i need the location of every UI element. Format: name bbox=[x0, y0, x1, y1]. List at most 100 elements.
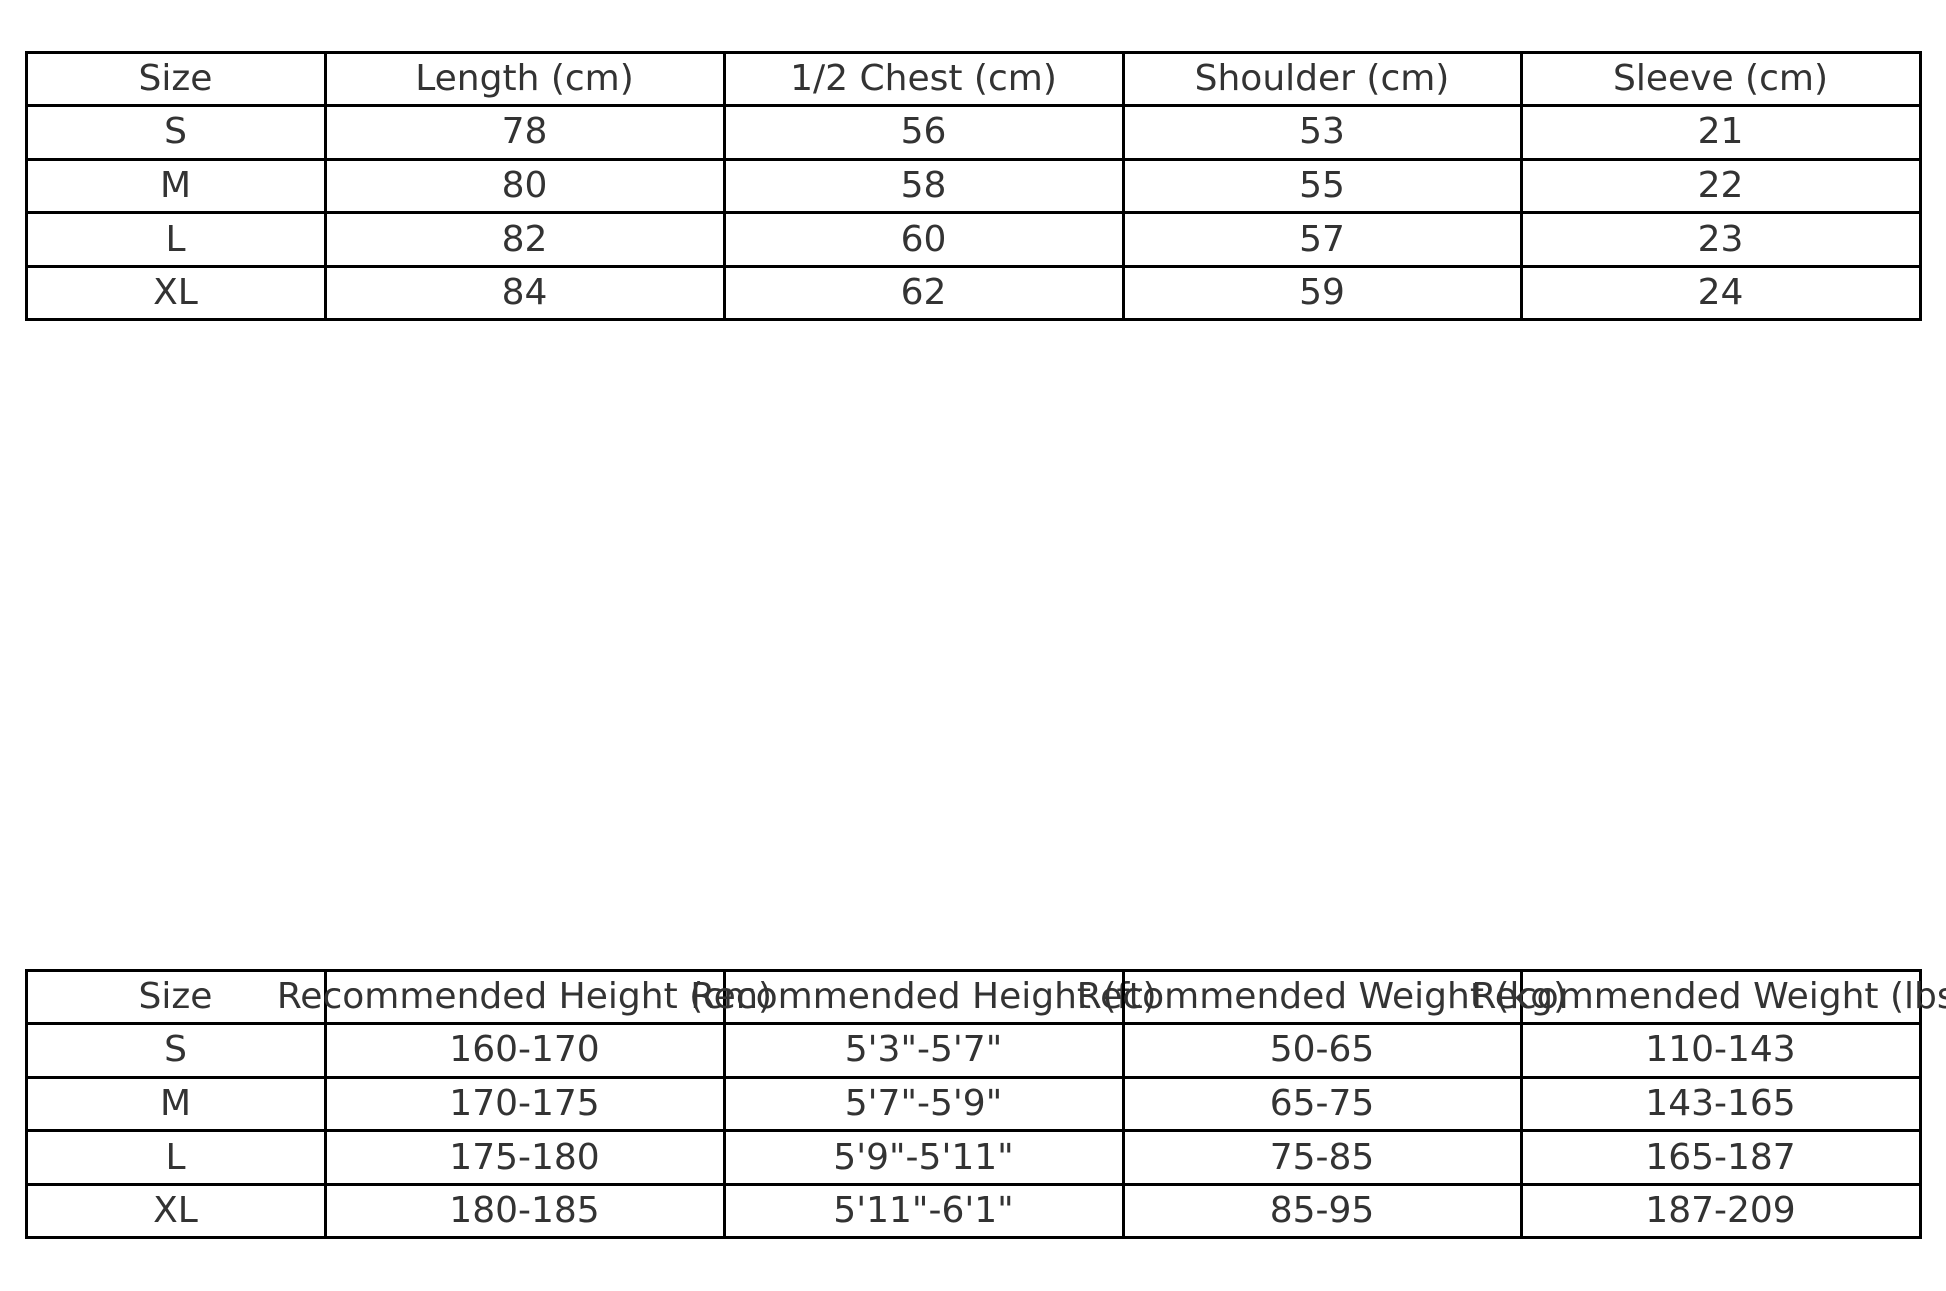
cell-text: 78 bbox=[501, 111, 548, 153]
header-text: Recommended Height (ft) bbox=[690, 975, 1157, 1017]
table-cell: XL bbox=[24, 264, 327, 322]
cell-text: 75-85 bbox=[1269, 1136, 1375, 1178]
cell-text: 58 bbox=[900, 164, 947, 206]
table-cell: 5'11"-6'1" bbox=[722, 1182, 1125, 1240]
cell-text: 165-187 bbox=[1645, 1136, 1796, 1178]
cell-text: 62 bbox=[900, 272, 947, 314]
cell-text: 5'7"-5'9" bbox=[844, 1082, 1003, 1124]
table-cell: 5'3"-5'7" bbox=[722, 1022, 1125, 1079]
cell-text: 143-165 bbox=[1645, 1082, 1796, 1124]
cell-text: 59 bbox=[1299, 272, 1345, 314]
cell-text: 23 bbox=[1697, 218, 1744, 260]
cell-text: L bbox=[165, 218, 186, 260]
table-cell: 62 bbox=[722, 264, 1125, 322]
cell-text: 65-75 bbox=[1269, 1082, 1375, 1124]
table-cell: 58 bbox=[722, 157, 1125, 215]
cell-text: 56 bbox=[900, 111, 947, 153]
cell-text: 175-180 bbox=[449, 1136, 600, 1178]
cell-text: XL bbox=[153, 272, 198, 314]
header-text: Size bbox=[138, 57, 213, 99]
table-cell: 175-180 bbox=[323, 1129, 726, 1186]
cell-text: M bbox=[159, 164, 192, 206]
cell-text: 85-95 bbox=[1269, 1190, 1375, 1232]
table-cell: 57 bbox=[1121, 211, 1523, 268]
cell-text: 24 bbox=[1697, 272, 1744, 314]
cell-text: S bbox=[164, 111, 187, 153]
header-cell: Recommended Height (cm) bbox=[277, 968, 772, 1026]
cell-text: 110-143 bbox=[1645, 1029, 1796, 1071]
cell-text: 55 bbox=[1299, 164, 1345, 206]
table-cell: 65-75 bbox=[1121, 1075, 1523, 1133]
cell-text: 170-175 bbox=[449, 1082, 600, 1124]
table-cell: 160-170 bbox=[323, 1022, 726, 1079]
table-cell: 180-185 bbox=[323, 1182, 726, 1240]
table-cell: 170-175 bbox=[323, 1075, 726, 1133]
table-cell: 23 bbox=[1519, 211, 1922, 268]
table-cell: 5'7"-5'9" bbox=[722, 1075, 1125, 1133]
table-cell: 5'9"-5'11" bbox=[722, 1129, 1125, 1186]
cell-text: M bbox=[159, 1082, 192, 1124]
header-text: Sleeve (cm) bbox=[1613, 57, 1828, 99]
header-text: Size bbox=[138, 975, 213, 1017]
table-cell: 59 bbox=[1121, 264, 1523, 322]
table-cell: 24 bbox=[1519, 264, 1922, 322]
cell-text: 180-185 bbox=[449, 1190, 600, 1232]
cell-text: 82 bbox=[501, 218, 548, 260]
header-cell: Sleeve (cm) bbox=[1519, 50, 1922, 108]
header-cell: Recommended Height (ft) bbox=[690, 968, 1157, 1026]
header-text: 1/2 Chest (cm) bbox=[790, 57, 1057, 99]
table-cell: 55 bbox=[1121, 157, 1523, 215]
header-text: Shoulder (cm) bbox=[1194, 57, 1450, 99]
table-cell: S bbox=[24, 1022, 327, 1079]
recommendation-table: Size Recommended Height (cm) Recommended H… bbox=[24, 968, 1946, 1240]
table-cell: 53 bbox=[1121, 104, 1523, 161]
table-cell: 78 bbox=[323, 104, 726, 161]
cell-text: 187-209 bbox=[1645, 1190, 1796, 1232]
cell-text: 57 bbox=[1299, 218, 1345, 260]
table-cell: S bbox=[24, 104, 327, 161]
table-cell: 110-143 bbox=[1519, 1022, 1922, 1079]
cell-text: 160-170 bbox=[449, 1029, 600, 1071]
table-cell: 82 bbox=[323, 211, 726, 268]
table-cell: L bbox=[24, 1129, 327, 1186]
table-cell: 50-65 bbox=[1121, 1022, 1523, 1079]
table-cell: 22 bbox=[1519, 157, 1922, 215]
table-cell: 80 bbox=[323, 157, 726, 215]
header-cell: Size bbox=[24, 50, 327, 108]
table-cell: 75-85 bbox=[1121, 1129, 1523, 1186]
table-cell: 143-165 bbox=[1519, 1075, 1922, 1133]
header-cell: 1/2 Chest (cm) bbox=[722, 50, 1125, 108]
header-cell: Shoulder (cm) bbox=[1121, 50, 1523, 108]
cell-text: 84 bbox=[501, 272, 548, 314]
cell-text: 5'9"-5'11" bbox=[833, 1136, 1014, 1178]
cell-text: 5'11"-6'1" bbox=[833, 1190, 1014, 1232]
table-cell: 187-209 bbox=[1519, 1182, 1922, 1240]
table-cell: 84 bbox=[323, 264, 726, 322]
table-cell: 21 bbox=[1519, 104, 1922, 161]
table-cell: 85-95 bbox=[1121, 1182, 1523, 1240]
cell-text: 21 bbox=[1697, 111, 1744, 153]
table-cell: M bbox=[24, 157, 327, 215]
header-text: Recommended Weight (kg) bbox=[1076, 975, 1568, 1017]
table-cell: XL bbox=[24, 1182, 327, 1240]
cell-text: 5'3"-5'7" bbox=[844, 1029, 1003, 1071]
cell-text: 50-65 bbox=[1269, 1029, 1375, 1071]
cell-text: 80 bbox=[501, 164, 548, 206]
table-cell: 165-187 bbox=[1519, 1129, 1922, 1186]
cell-text: L bbox=[165, 1136, 186, 1178]
measurements-table: Size Length (cm) 1/2 Chest (cm) Shoulder (c… bbox=[24, 50, 1922, 322]
table-cell: M bbox=[24, 1075, 327, 1133]
table-cell: 60 bbox=[722, 211, 1125, 268]
header-cell: Recommended Weight (kg) bbox=[1077, 968, 1567, 1026]
cell-text: 53 bbox=[1299, 111, 1345, 153]
cell-text: S bbox=[164, 1029, 187, 1071]
header-cell: Recommended Weight (lbs) bbox=[1471, 968, 1946, 1026]
cell-text: XL bbox=[153, 1190, 198, 1232]
header-text: Recommended Weight (lbs) bbox=[1471, 975, 1946, 1017]
header-text: Length (cm) bbox=[415, 57, 634, 99]
cell-text: 22 bbox=[1697, 164, 1744, 206]
header-text: Recommended Height (cm) bbox=[276, 975, 773, 1017]
header-cell: Length (cm) bbox=[323, 50, 726, 108]
table-cell: 56 bbox=[722, 104, 1125, 161]
cell-text: 60 bbox=[900, 218, 947, 260]
